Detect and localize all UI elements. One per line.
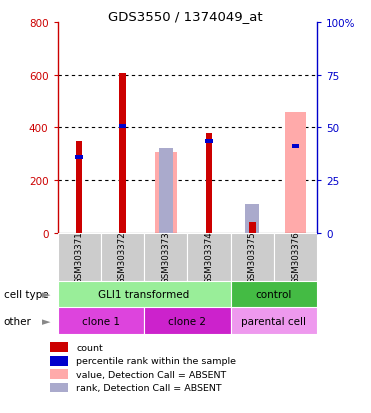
Text: GSM303376: GSM303376 [291, 231, 300, 283]
Text: clone 1: clone 1 [82, 316, 120, 326]
Text: GSM303371: GSM303371 [75, 231, 83, 283]
Text: clone 2: clone 2 [168, 316, 206, 326]
Text: GLI1 transformed: GLI1 transformed [98, 289, 190, 299]
Bar [206, 133, 212, 233]
Bar [50, 343, 68, 352]
Bar [76, 141, 82, 233]
Bar [58, 233, 101, 281]
Bar [144, 308, 231, 335]
Text: count: count [76, 343, 103, 352]
Text: ►: ► [42, 316, 50, 326]
Text: parental cell: parental cell [242, 316, 306, 326]
Text: ►: ► [42, 289, 50, 299]
Text: GSM303374: GSM303374 [204, 231, 213, 283]
Text: GSM303372: GSM303372 [118, 231, 127, 283]
Text: GSM303375: GSM303375 [248, 231, 257, 283]
Bar [50, 370, 68, 379]
Text: other: other [4, 316, 32, 326]
Bar [159, 149, 173, 233]
Bar [58, 308, 144, 335]
Bar [50, 356, 68, 366]
Bar [231, 233, 274, 281]
Bar [285, 112, 306, 233]
Text: GDS3550 / 1374049_at: GDS3550 / 1374049_at [108, 10, 263, 23]
Bar [205, 140, 213, 144]
Bar [155, 153, 177, 233]
Bar [58, 281, 231, 308]
Bar [144, 233, 187, 281]
Bar [187, 233, 231, 281]
Bar [75, 156, 83, 159]
Text: value, Detection Call = ABSENT: value, Detection Call = ABSENT [76, 370, 226, 379]
Bar [101, 233, 144, 281]
Bar [274, 233, 317, 281]
Text: control: control [256, 289, 292, 299]
Text: GSM303373: GSM303373 [161, 231, 170, 283]
Text: rank, Detection Call = ABSENT: rank, Detection Call = ABSENT [76, 383, 222, 392]
Text: cell type: cell type [4, 289, 48, 299]
Bar [50, 383, 68, 392]
Bar [119, 74, 126, 233]
Bar [119, 125, 126, 128]
Bar [292, 145, 299, 149]
Bar [231, 281, 317, 308]
Text: percentile rank within the sample: percentile rank within the sample [76, 356, 236, 366]
Bar [245, 204, 259, 233]
Bar [249, 223, 256, 233]
Bar [231, 308, 317, 335]
